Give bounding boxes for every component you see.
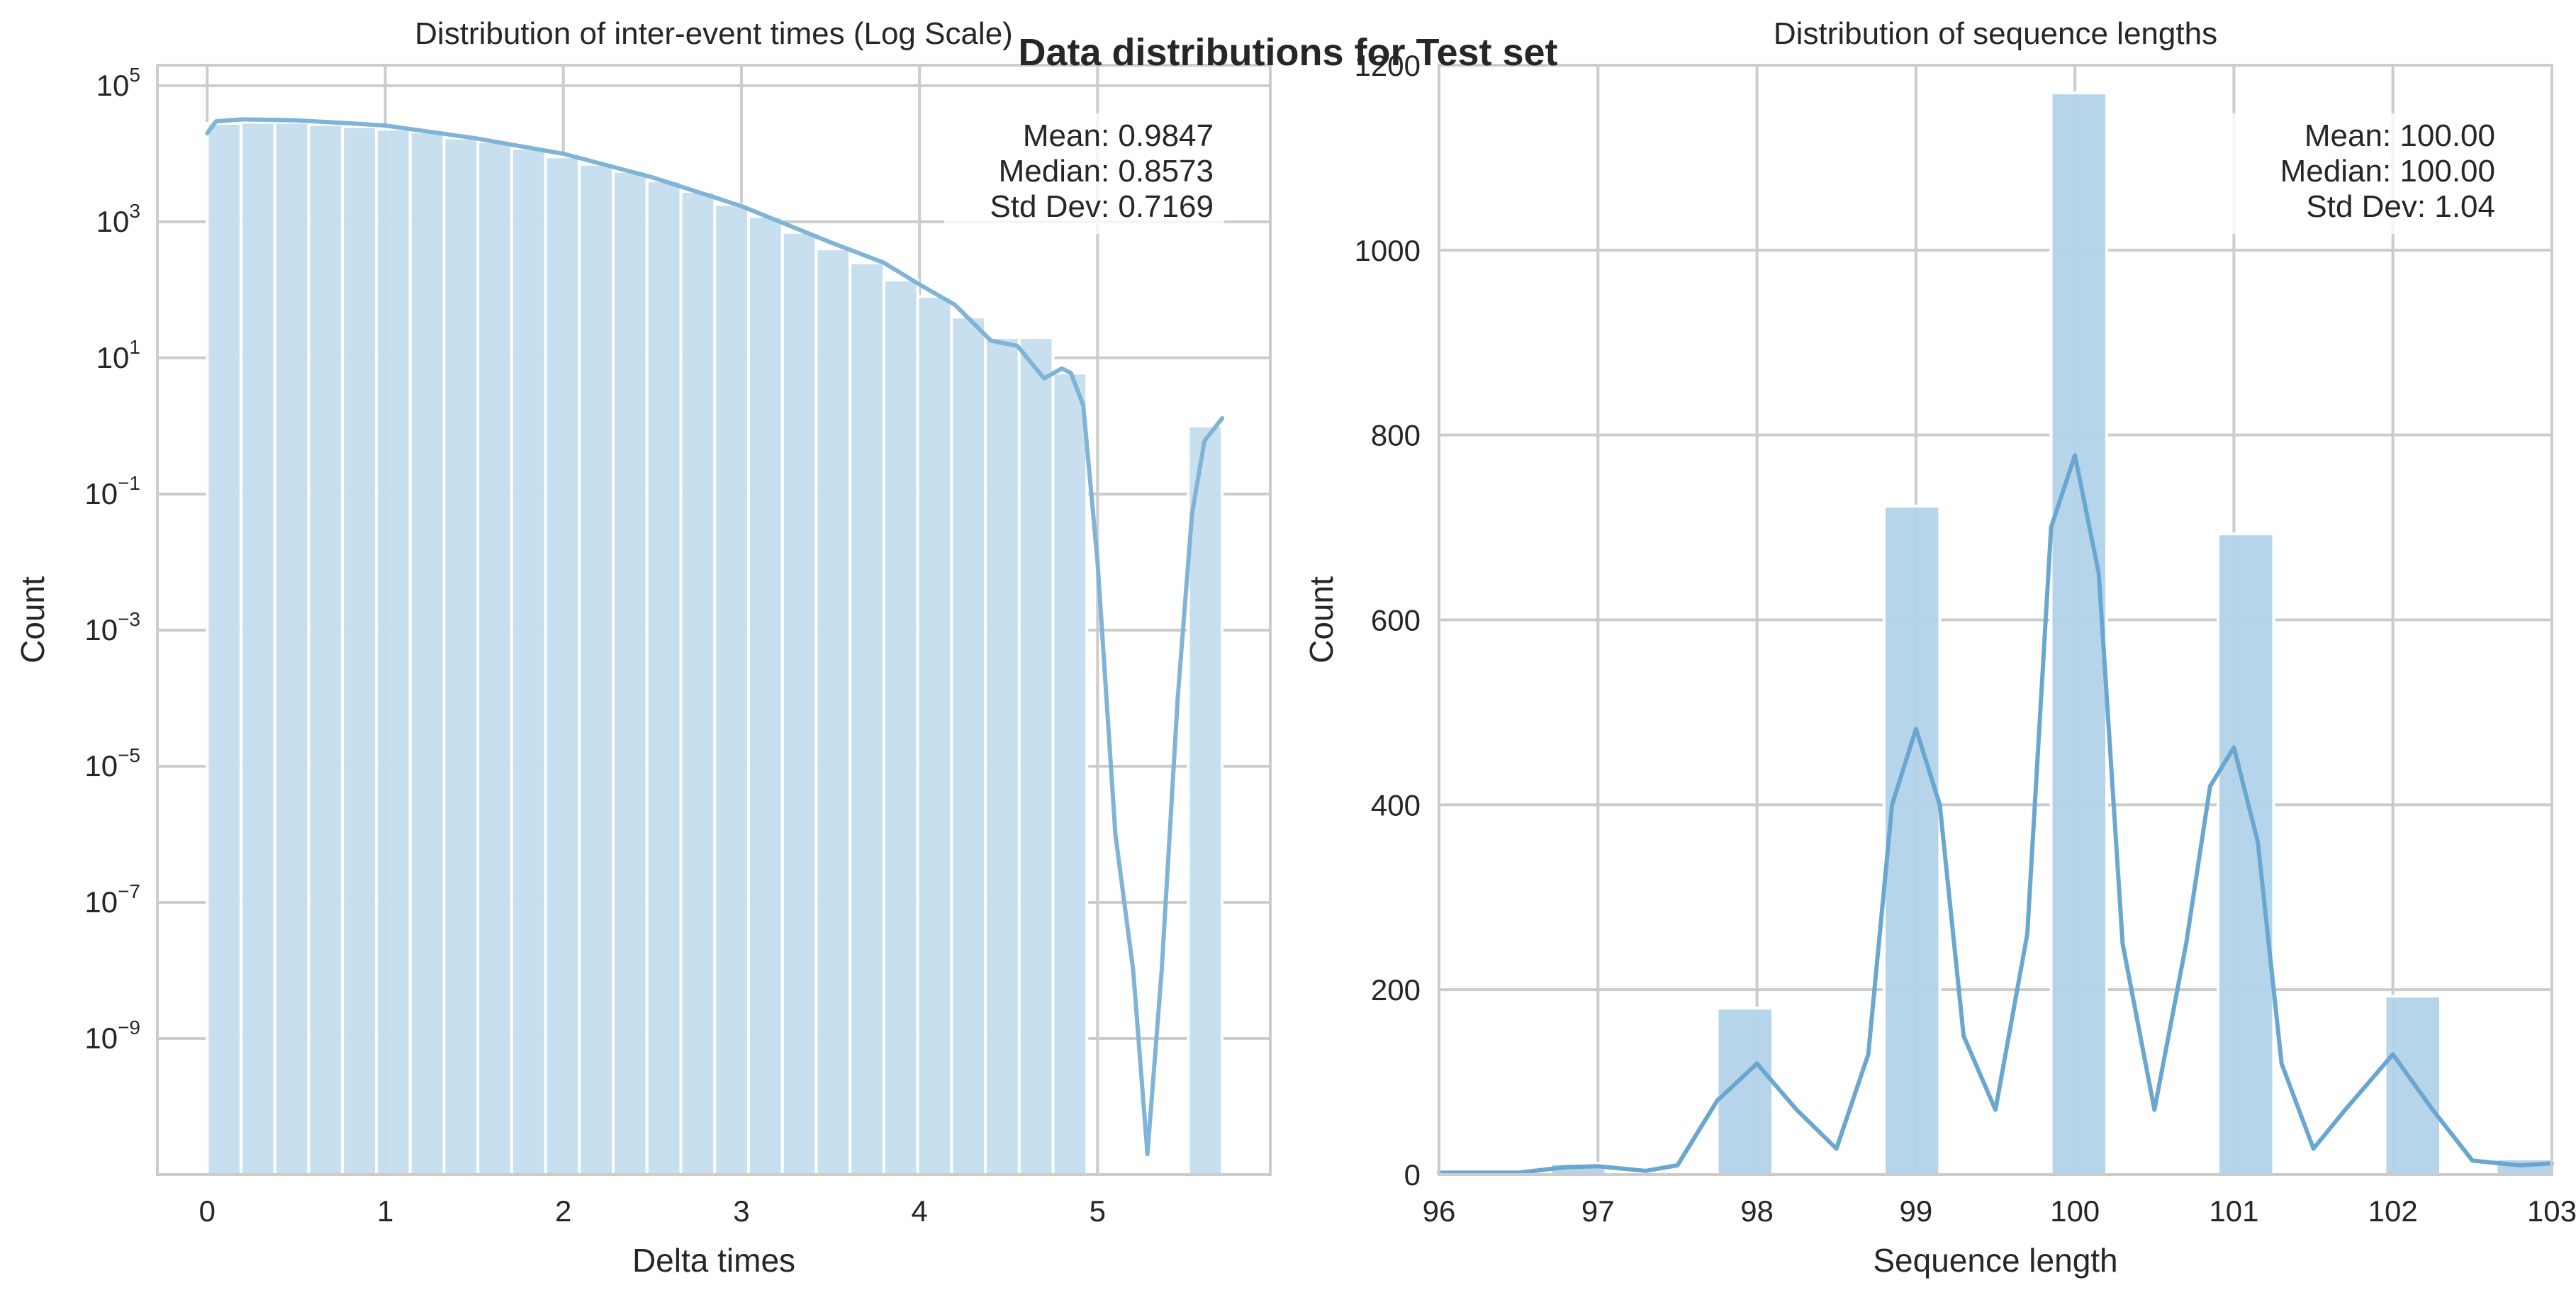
x-tick-label: 98 bbox=[1740, 1194, 1774, 1228]
histogram-bar bbox=[206, 121, 243, 1176]
histogram-bar bbox=[916, 295, 953, 1177]
left-x-axis-label: Delta times bbox=[632, 1242, 795, 1279]
y-tick-label: 1200 bbox=[1355, 49, 1421, 82]
histogram-bar bbox=[984, 336, 1021, 1177]
histogram-bar bbox=[374, 128, 412, 1176]
x-tick-label: 0 bbox=[199, 1194, 215, 1228]
histogram-bar bbox=[713, 203, 750, 1176]
x-tick-label: 1 bbox=[377, 1194, 393, 1228]
right-y-tick-labels: 0 200 400 600 800 1000 1200 bbox=[1355, 49, 1421, 1192]
kde-line bbox=[205, 117, 1225, 1157]
histogram-bar bbox=[442, 136, 480, 1176]
right-stats-mean: Mean: 100.00 bbox=[2305, 118, 2495, 153]
y-tick-label: 10−9 bbox=[84, 1016, 140, 1055]
histogram-bar bbox=[612, 169, 649, 1176]
right-axes-frame bbox=[1438, 64, 2553, 1176]
x-tick-label: 5 bbox=[1090, 1194, 1106, 1228]
y-tick-label: 800 bbox=[1371, 419, 1421, 452]
right-y-axis-label: Count bbox=[1303, 576, 1340, 663]
y-tick-label: 103 bbox=[96, 200, 140, 238]
y-tick-label: 600 bbox=[1371, 604, 1421, 637]
y-tick-label: 10−3 bbox=[84, 608, 140, 646]
x-tick-label: 97 bbox=[1581, 1194, 1615, 1228]
figure-suptitle: Data distributions for Test set bbox=[1018, 31, 1557, 74]
x-tick-label: 103 bbox=[2527, 1194, 2576, 1228]
right-stats-box: Mean: 100.00 Median: 100.00 Std Dev: 1.0… bbox=[2226, 113, 2506, 234]
histogram-bar bbox=[307, 123, 345, 1176]
right-x-axis-label: Sequence length bbox=[1873, 1242, 2117, 1279]
left-y-axis-label: Count bbox=[14, 576, 51, 663]
histogram-bar bbox=[849, 261, 885, 1177]
histogram-bar bbox=[814, 247, 852, 1176]
y-tick-label: 101 bbox=[96, 336, 140, 374]
histogram-bar bbox=[950, 315, 987, 1177]
left-x-tick-labels: 0 1 2 3 4 5 bbox=[199, 1194, 1106, 1228]
histogram-bar bbox=[408, 130, 446, 1176]
left-stats-mean: Mean: 0.9847 bbox=[1023, 118, 1214, 153]
histogram-bar bbox=[240, 121, 276, 1176]
histogram-bar bbox=[510, 147, 547, 1176]
sequence-lengths-histogram: 96 97 98 99 100 101 102 103 0 200 400 600 800 1000 12… bbox=[1303, 16, 2576, 1279]
left-stats-stddev: Std Dev: 0.7169 bbox=[990, 189, 1214, 224]
histogram-bar bbox=[341, 125, 378, 1176]
histogram-bar bbox=[2217, 532, 2275, 1176]
right-stats-stddev: Std Dev: 1.04 bbox=[2306, 189, 2495, 224]
x-tick-label: 101 bbox=[2209, 1194, 2258, 1228]
x-tick-label: 2 bbox=[555, 1194, 571, 1228]
histogram-bar bbox=[2383, 994, 2442, 1176]
right-panel-title: Distribution of sequence lengths bbox=[1774, 16, 2217, 51]
left-stats-median: Median: 0.8573 bbox=[999, 154, 1214, 189]
histogram-bar bbox=[273, 121, 310, 1176]
right-x-tick-labels: 96 97 98 99 100 101 102 103 bbox=[1423, 1194, 2576, 1228]
left-panel-title: Distribution of inter-event times (Log S… bbox=[415, 16, 1013, 51]
inter-event-times-histogram: 0 1 2 3 4 5 105 103 101 10−1 10−3 10−5 10−7 10−9 Dis… bbox=[14, 16, 1272, 1279]
histogram-bar bbox=[2049, 91, 2108, 1176]
x-tick-label: 102 bbox=[2368, 1194, 2418, 1228]
x-tick-label: 3 bbox=[733, 1194, 749, 1228]
y-tick-label: 10−1 bbox=[84, 472, 140, 510]
left-stats-box: Mean: 0.9847 Median: 0.8573 Std Dev: 0.7… bbox=[944, 113, 1224, 234]
kde-line bbox=[1437, 453, 2554, 1175]
y-tick-label: 10−7 bbox=[84, 880, 140, 919]
histogram-bar bbox=[1883, 505, 1942, 1176]
right-kde-curve bbox=[1437, 453, 2554, 1175]
y-tick-label: 105 bbox=[96, 64, 140, 102]
right-stats-background bbox=[2226, 113, 2506, 234]
y-tick-label: 400 bbox=[1371, 788, 1421, 822]
histogram-bar bbox=[578, 162, 615, 1177]
y-tick-label: 200 bbox=[1371, 973, 1421, 1007]
left-axes-frame bbox=[156, 64, 1272, 1176]
y-tick-label: 10−5 bbox=[84, 744, 140, 783]
y-tick-label: 0 bbox=[1404, 1158, 1421, 1192]
histogram-bar bbox=[746, 215, 784, 1176]
x-tick-label: 4 bbox=[911, 1194, 927, 1228]
x-tick-label: 100 bbox=[2050, 1194, 2100, 1228]
histogram-bar bbox=[780, 230, 818, 1177]
left-stats-background bbox=[944, 113, 1224, 234]
left-kde-curve bbox=[205, 117, 1225, 1157]
right-stats-median: Median: 100.00 bbox=[2280, 154, 2495, 189]
histogram-bar bbox=[1187, 424, 1224, 1176]
histogram-bar bbox=[645, 179, 683, 1176]
x-tick-label: 96 bbox=[1423, 1194, 1456, 1228]
histogram-bar bbox=[1051, 371, 1089, 1177]
left-bars bbox=[206, 121, 1224, 1177]
left-y-tick-labels: 105 103 101 10−1 10−3 10−5 10−7 10−9 bbox=[84, 64, 140, 1055]
histogram-bar bbox=[882, 278, 919, 1177]
histogram-bar bbox=[544, 155, 581, 1177]
y-tick-label: 1000 bbox=[1355, 234, 1421, 267]
histogram-bar bbox=[1017, 336, 1055, 1177]
x-tick-label: 99 bbox=[1899, 1194, 1932, 1228]
histogram-bar bbox=[679, 189, 717, 1177]
histogram-bar bbox=[476, 140, 513, 1176]
